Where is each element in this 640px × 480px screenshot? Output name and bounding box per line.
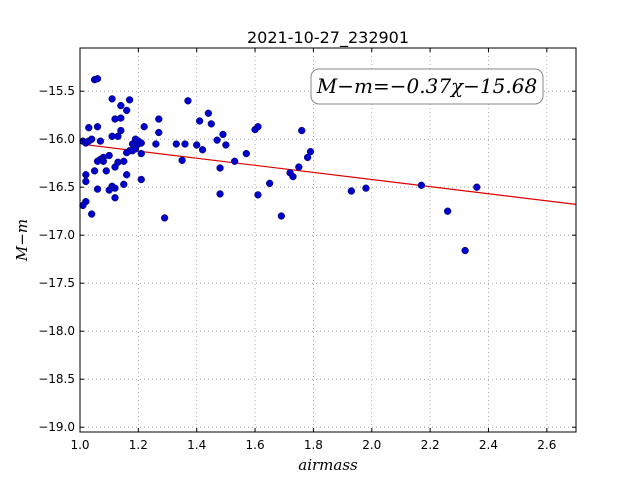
y-tick-label: −15.5	[38, 84, 75, 98]
data-point	[85, 124, 93, 132]
data-point	[152, 140, 160, 148]
data-point	[120, 157, 128, 165]
data-point	[93, 75, 102, 83]
data-point	[277, 212, 285, 220]
data-point	[160, 214, 169, 222]
fit-line-layer	[88, 144, 577, 205]
x-tick-label: 1.6	[246, 438, 265, 452]
data-point	[216, 164, 224, 172]
data-point	[184, 97, 192, 105]
data-point	[125, 96, 134, 104]
data-point	[213, 136, 221, 144]
chart-title: 2021-10-27_232901	[247, 28, 409, 48]
data-point	[298, 126, 306, 135]
data-point	[230, 157, 239, 165]
data-point	[99, 157, 107, 165]
data-point	[105, 186, 113, 194]
fit-annotation: M−m=−0.37χ−15.68	[310, 68, 544, 105]
data-points	[79, 75, 481, 255]
data-point	[120, 180, 128, 188]
data-point	[117, 126, 125, 135]
data-point	[289, 172, 297, 181]
data-point	[123, 106, 131, 115]
y-tick-label: −16.0	[38, 132, 75, 146]
data-point	[137, 139, 145, 147]
fit-line	[88, 144, 577, 205]
data-point	[207, 120, 215, 128]
data-point	[111, 163, 119, 171]
data-point	[96, 137, 105, 145]
x-axis-label: airmass	[298, 456, 358, 474]
data-point	[155, 128, 163, 137]
data-point	[108, 132, 116, 140]
data-point	[155, 115, 163, 123]
data-point	[178, 156, 186, 164]
data-point	[88, 135, 96, 143]
y-axis-label: M−m	[13, 219, 31, 262]
y-tick-label: −17.0	[38, 228, 75, 242]
data-point	[219, 130, 227, 139]
data-point	[117, 114, 125, 122]
data-point	[82, 177, 90, 186]
x-tick-label: 2.4	[479, 438, 498, 452]
x-tick-label: 1.4	[187, 438, 206, 452]
data-point	[93, 123, 102, 131]
data-point	[443, 207, 452, 215]
data-point	[137, 149, 145, 158]
grid-lines	[79, 48, 576, 432]
data-point	[117, 101, 125, 110]
data-point	[222, 141, 230, 149]
data-point	[102, 167, 110, 175]
x-tick-label: 1.0	[70, 438, 89, 452]
x-tick-label: 2.2	[421, 438, 440, 452]
data-point	[265, 179, 274, 188]
data-point	[172, 140, 180, 148]
data-point	[303, 153, 312, 162]
data-point	[193, 141, 201, 149]
data-point	[417, 181, 426, 189]
data-point	[204, 109, 213, 117]
data-point	[181, 140, 189, 148]
y-tick-label: −18.0	[38, 324, 75, 338]
data-point	[473, 183, 481, 191]
data-point	[88, 210, 96, 218]
y-tick-label: −17.5	[38, 276, 75, 290]
data-point	[254, 123, 262, 131]
data-point	[79, 201, 87, 210]
data-point	[137, 175, 145, 184]
data-point	[461, 246, 469, 255]
data-point	[123, 171, 131, 179]
data-point	[140, 123, 148, 131]
data-point	[82, 171, 90, 179]
y-tick-label: −16.5	[38, 180, 75, 194]
x-tick-label: 2.0	[362, 438, 381, 452]
data-point	[90, 167, 99, 175]
data-point	[108, 95, 116, 103]
x-tick-label: 1.2	[129, 438, 148, 452]
data-point	[128, 147, 137, 155]
data-point	[111, 194, 119, 202]
y-tick-label: −18.5	[38, 372, 75, 386]
data-point	[306, 148, 315, 156]
annotation-box	[310, 68, 544, 105]
data-point	[254, 191, 262, 199]
x-tick-label: 2.6	[537, 438, 556, 452]
x-tick-label: 1.8	[304, 438, 323, 452]
axis-ticks: 1.0 1.2 1.4 1.6 1.8 2.0 2.2 2.4 2.6 −15.5 −16.0 −16…	[38, 48, 576, 452]
data-point	[105, 151, 113, 160]
plot-frame	[79, 47, 577, 433]
data-point	[295, 163, 303, 171]
data-point	[347, 187, 355, 195]
data-point	[198, 146, 207, 154]
data-point	[93, 185, 102, 193]
data-point	[242, 149, 250, 158]
y-tick-label: −19.0	[38, 420, 75, 434]
data-point	[216, 190, 224, 198]
data-point	[362, 184, 370, 192]
annotation-text: M−m=−0.37χ−15.68	[316, 74, 537, 98]
data-point	[195, 117, 204, 125]
